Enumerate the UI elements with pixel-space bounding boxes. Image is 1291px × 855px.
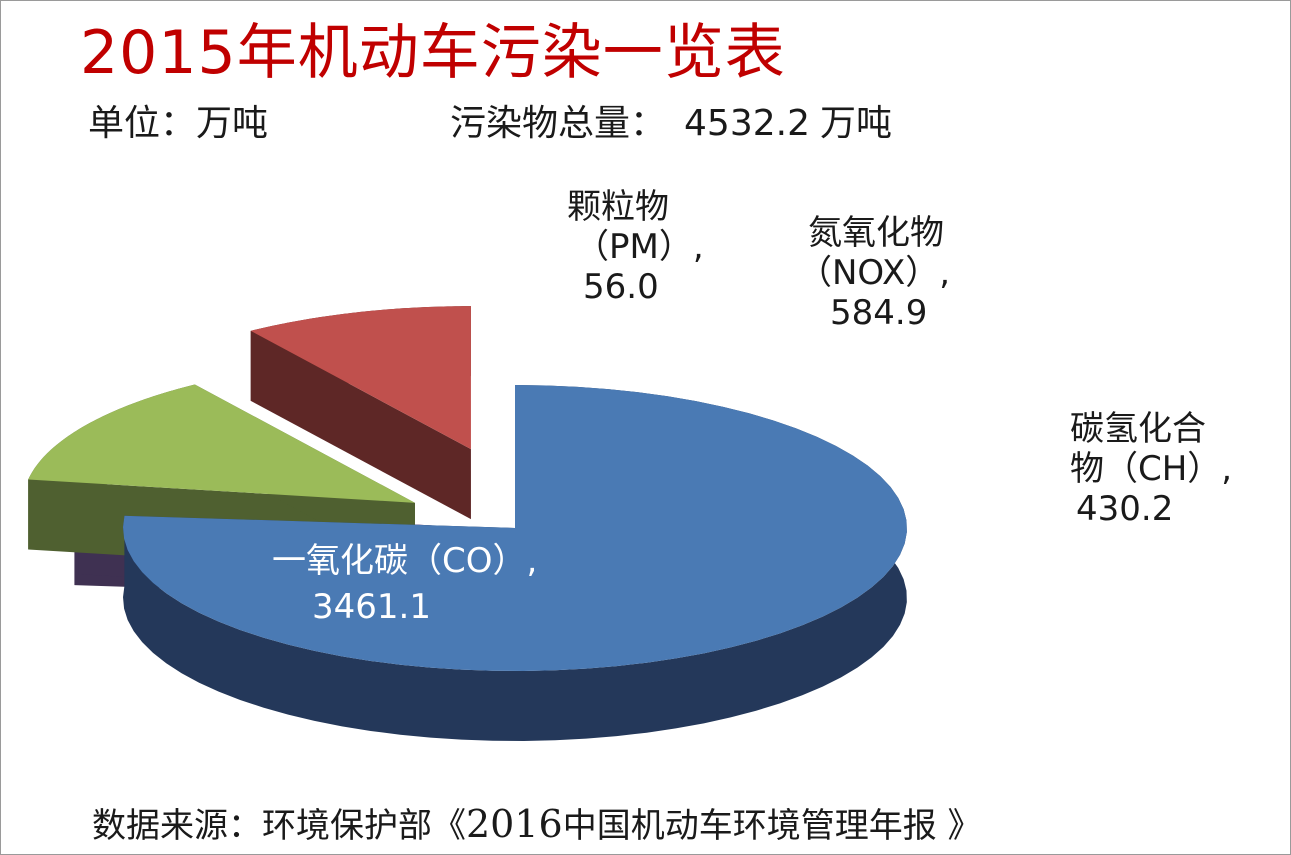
total-label-text: 污染物总量： [450,103,667,144]
slice-name: （NOX）, [798,253,950,293]
slice-name: 氮氧化物 [808,213,944,253]
slice-name: （PM）, [575,227,704,267]
pie-slice-wall [250,330,471,520]
slice-value: 430.2 [1076,489,1173,529]
pie-slice-top [250,306,471,450]
slice-label-2: 氮氧化物（NOX）, 584.9 [798,213,950,333]
unit-label: 单位：万吨 [88,103,269,144]
total-unit: 万吨 [819,103,892,144]
source-note: 数据来源：环境保护部《2016中国机动车环境管理年报 》 [92,798,982,847]
total-label: 污染物总量： 4532.2 万吨 [450,94,892,146]
pie-slice-0 [123,385,907,741]
slice-name: 一氧化碳（CO）, [272,541,537,581]
pie-slice-3 [250,306,471,520]
page-title: 2015年机动车污染一览表 [80,18,786,88]
slice-name: 物（CH）, [1070,449,1232,489]
slice-value: 56.0 [583,267,659,307]
slice-name: 碳氢化合 [1070,409,1206,449]
slice-label-1: 颗粒物（PM）, 56.0 [567,187,704,307]
slice-label-3: 碳氢化合物（CH）, 430.2 [1070,409,1232,529]
slice-value: 3461.1 [312,587,431,627]
pie-slice-top [28,384,415,503]
slice-label-0: 一氧化碳（CO）, 3461.1 [272,541,537,627]
source-year: 2016 [466,802,563,846]
slice-value: 584.9 [830,293,927,333]
pie-slice-top [123,385,907,671]
total-value: 4532.2 [684,103,810,144]
source-prefix: 数据来源：环境保护部《 [92,806,466,846]
source-rest: 中国机动车环境管理年报 》 [562,806,982,846]
slice-name: 颗粒物 [567,187,669,227]
